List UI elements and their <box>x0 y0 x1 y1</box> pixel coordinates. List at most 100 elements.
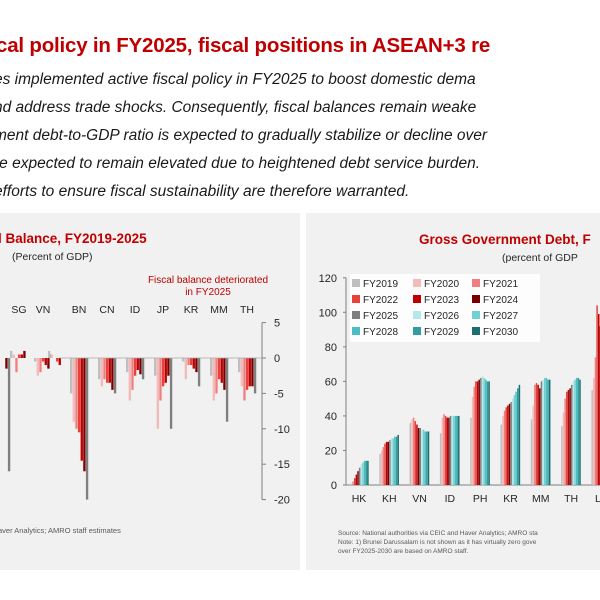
y-tick-label: 0 <box>274 353 280 365</box>
government-debt-source-line-1: Source: National authorities via CEIC an… <box>338 530 538 537</box>
category-label-la: LA <box>595 493 600 505</box>
bar-cn-fy2019 <box>98 358 101 380</box>
bar-partial-2-fy2024 <box>47 358 50 369</box>
legend-label-fy2019: FY2019 <box>363 279 398 290</box>
category-label-sg: SG <box>11 304 26 316</box>
bar-bn-fy2021 <box>75 358 78 429</box>
y-tick-label: -10 <box>274 424 290 436</box>
bar-bn-fy2022 <box>77 358 81 433</box>
bar-ph-fy2025 <box>480 377 482 485</box>
legend-swatch-fy2027 <box>472 311 480 319</box>
category-label-vn: VN <box>36 304 51 316</box>
bar-partial-1-fy2021 <box>15 358 18 373</box>
bar-id-fy2025 <box>449 415 452 485</box>
bar-vn-fy2019 <box>409 422 412 485</box>
bar-id-fy2021 <box>131 358 134 390</box>
bar-kh-fy2021 <box>382 447 385 485</box>
bar-cn-fy2023 <box>108 358 111 383</box>
bar-kr-fy2022 <box>505 407 507 485</box>
bar-kh-fy2030 <box>397 434 399 485</box>
bar-id-fy2021 <box>443 414 445 485</box>
bar-id-fy2022 <box>133 358 137 376</box>
bar-ph-fy2023 <box>476 381 479 485</box>
bar-hk-fy2028 <box>363 460 366 485</box>
bar-mm-fy2029 <box>547 379 549 485</box>
bar-partial-1-fy2019 <box>10 350 13 358</box>
bar-hk-fy2022 <box>353 478 356 485</box>
bar-kh-fy2023 <box>385 441 388 485</box>
bar-kh-fy2024 <box>387 441 390 485</box>
bar-id-fy2022 <box>444 415 447 485</box>
bar-mm-fy2025 <box>225 358 229 422</box>
legend-swatch-fy2029 <box>413 327 421 335</box>
fiscal-balance-panel: l Balance, FY2019-2025 (Percent of GDP) … <box>0 213 300 570</box>
bar-vn-fy2023 <box>416 424 418 485</box>
legend-swatch-fy2022 <box>352 295 360 303</box>
bar-mm-fy2022 <box>217 358 221 380</box>
body-text-line-3: ment debt-to-GDP ratio is expected to gr… <box>0 127 488 144</box>
bar-partial-2-fy2023 <box>44 358 47 366</box>
bar-bn-fy2024 <box>83 358 86 472</box>
bar-bn-fy2025 <box>85 358 89 500</box>
bar-th-fy2022 <box>566 391 568 485</box>
category-label-cn: CN <box>99 304 114 316</box>
bar-jp-fy2019 <box>154 358 157 376</box>
category-label-mm: MM <box>210 304 228 316</box>
bar-kr-fy2021 <box>503 410 506 485</box>
legend-label-fy2027: FY2027 <box>483 311 518 322</box>
legend-swatch-fy2026 <box>413 311 421 319</box>
bar-partial-1-fy2020 <box>12 354 15 358</box>
government-debt-source-line-2: Note: 1) Brunei Darussalam is not shown … <box>338 539 537 546</box>
bar-vn-fy2027 <box>422 429 425 485</box>
bar-cn-fy2024 <box>111 358 114 390</box>
bar-la-fy2020 <box>593 377 595 485</box>
category-label-kr: KR <box>184 304 199 316</box>
bar-th-fy2029 <box>577 377 580 485</box>
bar-vn-fy2026 <box>421 429 423 485</box>
bar-vn-fy2029 <box>426 431 428 485</box>
bar-ph-fy2022 <box>475 381 477 485</box>
bar-th-fy2024 <box>569 388 571 485</box>
bar-hk-fy2019 <box>349 484 351 485</box>
bar-kr-fy2030 <box>518 384 521 485</box>
category-label-ph: PH <box>473 493 488 505</box>
bar-mm-fy2020 <box>212 358 215 401</box>
legend-swatch-fy2028 <box>352 327 360 335</box>
category-label-th: TH <box>240 304 254 316</box>
bar-kr-fy2025 <box>510 402 512 485</box>
bar-mm-fy2030 <box>548 379 551 485</box>
category-label-vn: VN <box>412 493 427 505</box>
bar-kh-fy2020 <box>380 450 383 485</box>
slide-title: cal policy in FY2025, fiscal positions i… <box>0 34 491 57</box>
bar-th-fy2023 <box>248 358 251 387</box>
category-label-th: TH <box>564 493 578 505</box>
bar-id-fy2019 <box>439 433 442 485</box>
bar-th-fy2022 <box>245 358 249 390</box>
legend-label-fy2026: FY2026 <box>424 311 459 322</box>
bar-bn-fy2019 <box>70 358 73 394</box>
legend-label-fy2023: FY2023 <box>424 295 459 306</box>
bar-kr-fy2026 <box>512 398 514 485</box>
bar-kh-fy2019 <box>379 453 381 485</box>
bar-id-fy2024 <box>448 417 450 485</box>
bar-id-fy2023 <box>136 358 139 371</box>
bar-th-fy2025 <box>253 358 257 394</box>
bar-hk-fy2023 <box>355 474 358 485</box>
bar-th-fy2021 <box>564 398 566 485</box>
bar-kh-fy2025 <box>389 440 391 485</box>
legend-label-fy2030: FY2030 <box>483 327 518 338</box>
bar-mm-fy2021 <box>534 384 536 485</box>
bar-kr-fy2025 <box>197 358 201 387</box>
bar-mm-fy2028 <box>545 377 548 485</box>
y-tick-label: 60 <box>325 376 337 388</box>
bar-partial-2-fy2020 <box>36 358 39 376</box>
bar-partial-2-fy2022 <box>41 358 45 362</box>
legend-label-fy2028: FY2028 <box>363 327 398 338</box>
bar-kr-fy2020 <box>184 358 187 380</box>
bar-vn-fy2025 <box>419 428 421 485</box>
government-debt-chart: Gross Government Debt, F (percent of GDP… <box>319 232 600 555</box>
bar-mm-fy2024 <box>223 358 226 390</box>
category-label-jp: JP <box>157 304 169 316</box>
bar-id-fy2020 <box>441 417 444 485</box>
category-label-id: ID <box>130 304 141 316</box>
